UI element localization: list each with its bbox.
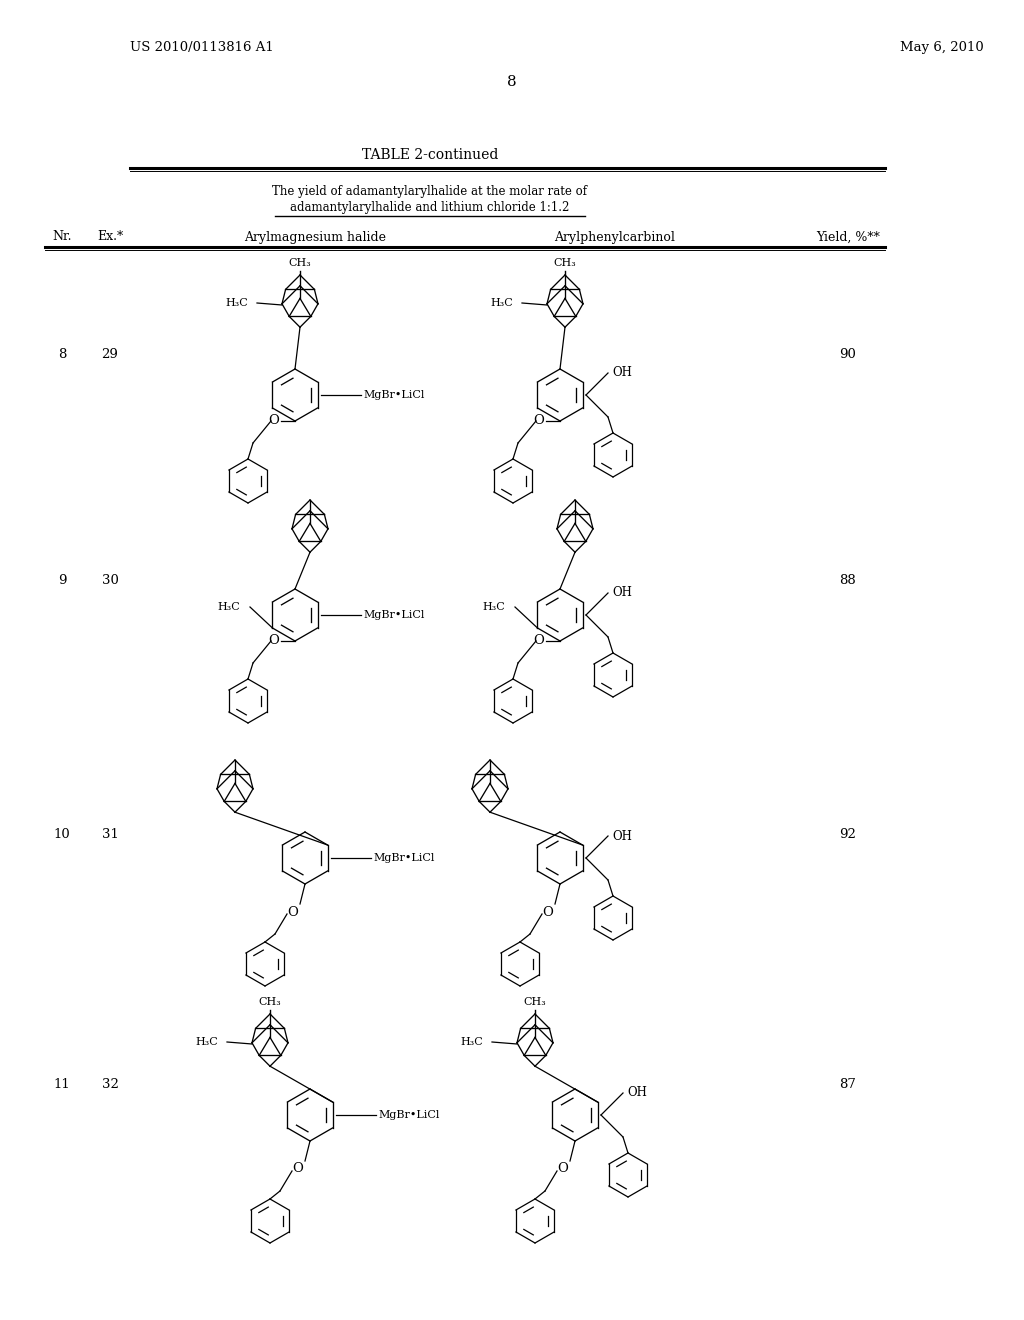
Text: CH₃: CH₃: [554, 257, 577, 268]
Text: The yield of adamantylarylhalide at the molar rate of: The yield of adamantylarylhalide at the …: [272, 186, 588, 198]
Text: H₃C: H₃C: [490, 298, 513, 308]
Text: H₃C: H₃C: [460, 1038, 483, 1047]
Text: H₃C: H₃C: [196, 1038, 218, 1047]
Text: OH: OH: [612, 829, 632, 842]
Text: O: O: [557, 1163, 568, 1176]
Text: O: O: [268, 635, 280, 648]
Text: OH: OH: [627, 1086, 647, 1100]
Text: O: O: [543, 906, 553, 919]
Text: Nr.: Nr.: [52, 231, 72, 243]
Text: CH₃: CH₃: [523, 997, 547, 1007]
Text: US 2010/0113816 A1: US 2010/0113816 A1: [130, 41, 273, 54]
Text: 8: 8: [507, 75, 517, 88]
Text: 8: 8: [57, 348, 67, 362]
Text: 29: 29: [101, 348, 119, 362]
Text: 88: 88: [840, 573, 856, 586]
Text: MgBr•LiCl: MgBr•LiCl: [373, 853, 434, 863]
Text: MgBr•LiCl: MgBr•LiCl: [362, 610, 424, 620]
Text: TABLE 2-continued: TABLE 2-continued: [361, 148, 499, 162]
Text: Arylmagnesium halide: Arylmagnesium halide: [244, 231, 386, 243]
Text: H₃C: H₃C: [217, 602, 240, 612]
Text: Arylphenylcarbinol: Arylphenylcarbinol: [555, 231, 676, 243]
Text: adamantylarylhalide and lithium chloride 1:1.2: adamantylarylhalide and lithium chloride…: [291, 201, 569, 214]
Text: O: O: [534, 635, 545, 648]
Text: 31: 31: [101, 829, 119, 842]
Text: OH: OH: [612, 586, 632, 599]
Text: 90: 90: [840, 348, 856, 362]
Text: 9: 9: [57, 573, 67, 586]
Text: MgBr•LiCl: MgBr•LiCl: [362, 389, 424, 400]
Text: MgBr•LiCl: MgBr•LiCl: [378, 1110, 439, 1119]
Text: 92: 92: [840, 829, 856, 842]
Text: 30: 30: [101, 573, 119, 586]
Text: Yield, %**: Yield, %**: [816, 231, 880, 243]
Text: 87: 87: [840, 1078, 856, 1092]
Text: 10: 10: [53, 829, 71, 842]
Text: H₃C: H₃C: [225, 298, 248, 308]
Text: 32: 32: [101, 1078, 119, 1092]
Text: O: O: [534, 414, 545, 428]
Text: O: O: [268, 414, 280, 428]
Text: CH₃: CH₃: [289, 257, 311, 268]
Text: 11: 11: [53, 1078, 71, 1092]
Text: O: O: [293, 1163, 303, 1176]
Text: CH₃: CH₃: [259, 997, 282, 1007]
Text: O: O: [288, 906, 298, 919]
Text: May 6, 2010: May 6, 2010: [900, 41, 984, 54]
Text: Ex.*: Ex.*: [97, 231, 123, 243]
Text: H₃C: H₃C: [482, 602, 505, 612]
Text: OH: OH: [612, 367, 632, 380]
